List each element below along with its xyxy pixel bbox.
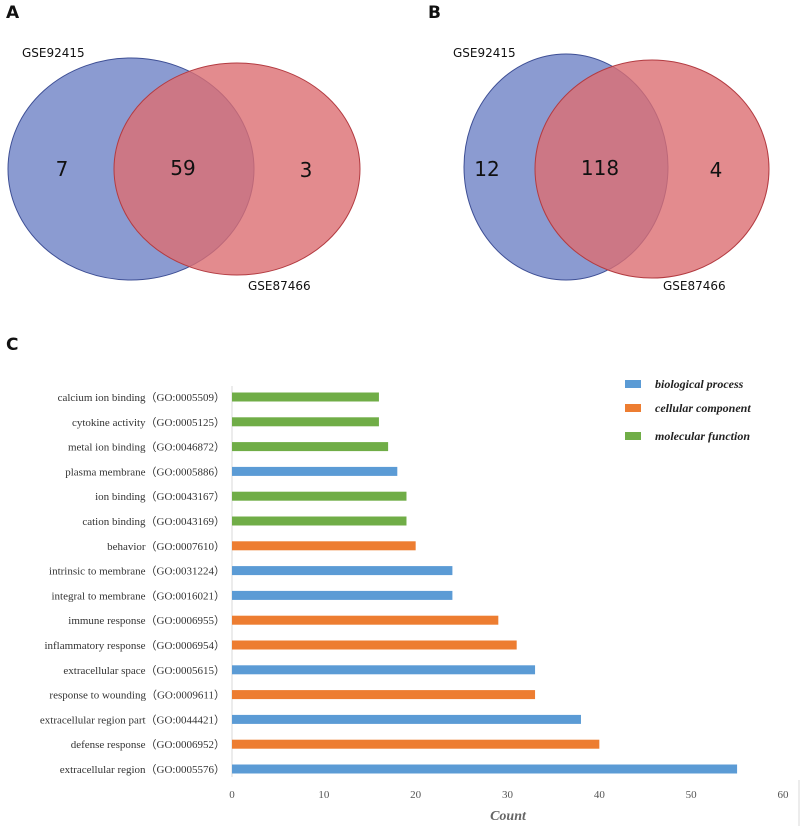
venn-a: 7 59 3 xyxy=(7,57,361,281)
panel-b-letter: B xyxy=(428,3,441,23)
bar-0 xyxy=(232,392,379,402)
category-label-9: immune response（GO:0006955） xyxy=(68,614,225,627)
category-label-1: cytokine activity（GO:0005125） xyxy=(72,416,225,429)
venn-a-circle-gse87466 xyxy=(113,62,361,276)
x-tick-label-6: 60 xyxy=(778,789,790,801)
category-label-6: behavior（GO:0007610） xyxy=(107,540,225,553)
legend-label-2: molecular function xyxy=(655,429,750,443)
go-bar-chart: calcium ion binding（GO:0005509） cytokine … xyxy=(40,377,800,826)
x-tick-label-4: 40 xyxy=(594,789,606,801)
bar-4 xyxy=(232,491,407,501)
category-label-3: plasma membrane（GO:0005886） xyxy=(65,465,225,478)
legend-label-1: cellular component xyxy=(655,401,751,415)
bar-2 xyxy=(232,442,389,452)
bar-10 xyxy=(232,640,517,650)
bar-12 xyxy=(232,690,536,700)
legend-swatch-2 xyxy=(625,432,641,440)
bar-14 xyxy=(232,739,600,749)
legend-swatch-1 xyxy=(625,404,641,412)
legend-swatch-0 xyxy=(625,380,641,388)
category-label-11: extracellular space（GO:0005615） xyxy=(63,664,225,677)
category-label-13: extracellular region part（GO:0044421） xyxy=(40,713,225,726)
bar-3 xyxy=(232,466,398,476)
x-tick-label-3: 30 xyxy=(502,789,514,801)
bar-6 xyxy=(232,541,416,551)
x-axis-label: Count xyxy=(490,809,527,824)
venn-b-set2-label: GSE87466 xyxy=(663,279,726,293)
category-label-14: defense response（GO:0006952） xyxy=(71,738,225,751)
bar-15 xyxy=(232,764,738,774)
venn-a-right-count: 3 xyxy=(300,158,313,182)
category-label-0: calcium ion binding（GO:0005509） xyxy=(58,391,225,404)
category-label-2: metal ion binding（GO:0046872） xyxy=(68,441,225,454)
venn-a-set1-label: GSE92415 xyxy=(22,46,85,60)
x-tick-label-0: 0 xyxy=(229,789,235,801)
venn-b-set1-label: GSE92415 xyxy=(453,46,516,60)
category-label-8: integral to membrane（GO:0016021） xyxy=(51,589,225,602)
venn-b: 12 118 4 xyxy=(463,53,770,281)
venn-a-set2-label: GSE87466 xyxy=(248,279,311,293)
venn-a-left-count: 7 xyxy=(56,157,69,181)
bar-5 xyxy=(232,516,407,526)
category-label-4: ion binding（GO:0043167） xyxy=(95,490,225,503)
category-label-15: extracellular region（GO:0005576） xyxy=(60,763,225,776)
category-label-7: intrinsic to membrane（GO:0031224） xyxy=(49,565,225,578)
venn-b-right-count: 4 xyxy=(710,158,723,182)
category-label-5: cation binding（GO:0043169） xyxy=(82,515,225,528)
bar-11 xyxy=(232,665,536,675)
panel-a-letter: A xyxy=(6,3,20,23)
panel-c-letter: C xyxy=(6,335,19,355)
x-tick-label-2: 20 xyxy=(410,789,422,801)
bar-9 xyxy=(232,615,499,625)
venn-a-overlap-count: 59 xyxy=(170,156,195,180)
bar-8 xyxy=(232,590,453,600)
venn-b-overlap-count: 118 xyxy=(581,156,619,180)
category-label-10: inflammatory response（GO:0006954） xyxy=(44,639,225,652)
bar-7 xyxy=(232,566,453,576)
legend-label-0: biological process xyxy=(655,377,744,391)
bar-1 xyxy=(232,417,379,427)
x-tick-label-5: 50 xyxy=(686,789,698,801)
venn-b-circle-gse87466 xyxy=(534,59,770,279)
category-label-12: response to wounding（GO:0009611） xyxy=(49,689,225,702)
venn-b-left-count: 12 xyxy=(474,157,499,181)
bar-13 xyxy=(232,714,581,724)
x-tick-label-1: 10 xyxy=(318,789,330,801)
